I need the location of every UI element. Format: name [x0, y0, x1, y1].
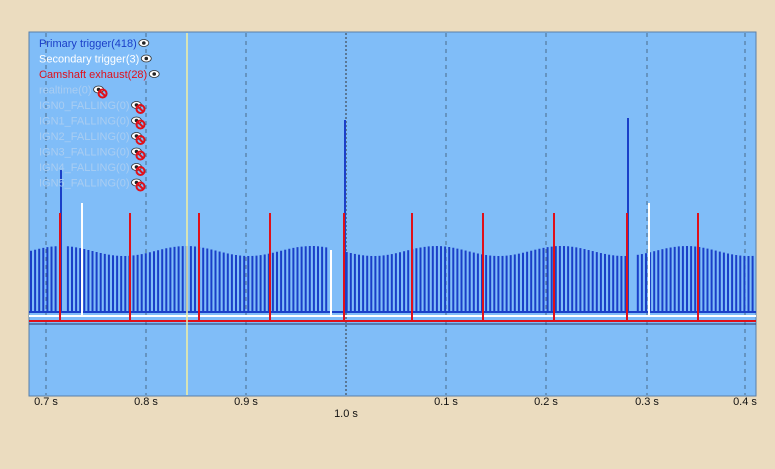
legend-entry: IGN1_FALLING(0) [39, 115, 129, 127]
axis-label: 1.0 s [334, 408, 358, 420]
visibility-toggle[interactable] [131, 116, 146, 130]
axis-label: 0.1 s [434, 396, 458, 408]
visibility-toggle[interactable] [131, 178, 146, 192]
visibility-toggle[interactable] [93, 85, 108, 99]
hidden-slash [99, 90, 106, 97]
hidden-slash [137, 167, 144, 175]
hidden-icon [135, 104, 146, 114]
hidden-icon [135, 150, 146, 161]
pupil [144, 56, 149, 61]
legend-entry: IGN2_FALLING(0) [39, 131, 129, 143]
axis-label: 0.8 s [134, 396, 158, 408]
hidden-slash [137, 121, 144, 128]
pupil [152, 72, 157, 76]
visibility-toggle[interactable] [140, 54, 152, 63]
visibility-toggle[interactable] [148, 70, 160, 78]
axis-label: 0.7 s [34, 396, 58, 408]
legend-entry: IGN3_FALLING(0) [39, 146, 129, 158]
legend-entry: Primary trigger(418) [39, 38, 137, 50]
visibility-toggle[interactable] [131, 132, 146, 145]
hidden-slash [137, 183, 144, 190]
legend-entry: IGN5_FALLING(0) [39, 177, 129, 189]
plot-area [28, 31, 757, 397]
visibility-toggle[interactable] [131, 147, 146, 161]
axis-label: 0.2 s [534, 396, 558, 408]
hidden-icon [135, 166, 146, 176]
legend-entry: Camshaft exhaust(28) [39, 69, 147, 81]
axis-label: 0.3 s [635, 396, 659, 408]
visibility-toggle[interactable] [138, 39, 150, 47]
axis-label: 0.4 s [733, 396, 757, 408]
hidden-icon [135, 119, 146, 130]
legend-entry: IGN0_FALLING(0) [39, 100, 129, 112]
pupil [142, 41, 146, 45]
visibility-toggle[interactable] [131, 163, 146, 176]
visibility-toggle[interactable] [131, 101, 146, 114]
hidden-slash [137, 105, 144, 113]
legend-entry: IGN4_FALLING(0) [39, 162, 129, 174]
hidden-icon [135, 135, 146, 145]
hidden-slash [137, 152, 144, 159]
legend-entry: realtime(0) [39, 84, 92, 96]
axis-label: 0.9 s [234, 396, 258, 408]
hidden-icon [135, 181, 146, 192]
hidden-icon [97, 88, 108, 99]
legend-entry: Secondary trigger(3) [39, 53, 139, 65]
hidden-slash [137, 136, 144, 144]
